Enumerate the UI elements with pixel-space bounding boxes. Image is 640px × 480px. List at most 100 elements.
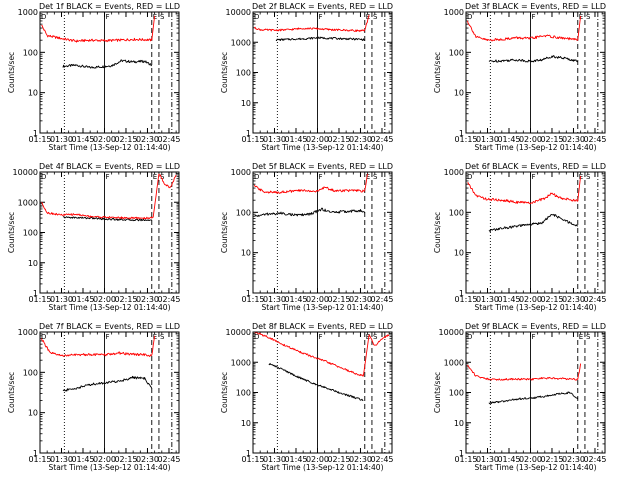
marker-label: S [373, 13, 378, 21]
x-tick-label: 01:15 [241, 135, 264, 144]
y-axis-label: Counts/sec [220, 52, 229, 93]
x-tick-label: 02:30 [349, 135, 372, 144]
marker-label: E [579, 173, 583, 181]
x-tick-label: 01:30 [50, 135, 73, 144]
marker-label: F [318, 333, 322, 341]
x-axis-label: Start Time (13-Sep-12 01:14:40) [262, 463, 384, 472]
y-axis-label: Counts/sec [220, 212, 229, 253]
x-tick-label: 02:15 [114, 455, 137, 464]
y-tick-label: 10 [28, 89, 38, 98]
x-tick-label: 01:30 [263, 455, 286, 464]
x-tick-label: 02:00 [519, 295, 542, 304]
y-tick-label: 10 [241, 419, 251, 428]
marker-label: E [579, 333, 583, 341]
y-tick-label: 1000 [231, 358, 251, 367]
chart-title: Det 8f BLACK = Events, RED = LLD [252, 322, 393, 331]
x-tick-label: 02:45 [583, 135, 606, 144]
chart-panel-2: Det 2f BLACK = Events, RED = LLD 1 10 100 10… [220, 2, 394, 152]
x-tick-label: 01:45 [71, 135, 94, 144]
x-tick-label: 02:00 [93, 455, 116, 464]
y-tick-label: 10 [28, 409, 38, 418]
chart-title: Det 2f BLACK = Events, RED = LLD [252, 2, 393, 11]
x-tick-label: 02:45 [157, 455, 180, 464]
x-tick-label: 02:15 [327, 135, 350, 144]
x-axis-label: Start Time (13-Sep-12 01:14:40) [475, 463, 597, 472]
y-tick-label: 1 [459, 289, 464, 298]
y-axis: 1 10 100 1000 [231, 168, 392, 298]
y-tick-label: 1 [33, 289, 38, 298]
marker-label: D [254, 13, 259, 21]
marker-label: E [366, 173, 370, 181]
x-tick-label: 01:15 [454, 295, 477, 304]
x-tick-label: 01:15 [28, 455, 51, 464]
x-tick-label: 01:30 [476, 455, 499, 464]
chart-panel-6: Det 6f BLACK = Events, RED = LLD 1 10 100 10… [433, 162, 607, 312]
chart-title: Det 3f BLACK = Events, RED = LLD [465, 2, 606, 11]
marker-label: S [373, 173, 378, 181]
marker-label: D [41, 13, 46, 21]
x-tick-label: 01:30 [476, 135, 499, 144]
marker-label: F [105, 13, 109, 21]
plot-frame [252, 331, 393, 454]
y-tick-label: 100 [23, 48, 38, 57]
marker-label: F [105, 173, 109, 181]
marker-label: S [160, 13, 165, 21]
x-axis-label: Start Time (13-Sep-12 01:14:40) [262, 303, 384, 312]
series-line-events [62, 375, 153, 392]
x-tick-label: 01:15 [28, 295, 51, 304]
marker-label: D [254, 173, 259, 181]
x-tick-label: 02:15 [327, 455, 350, 464]
y-tick-label: 100 [449, 208, 464, 217]
y-tick-label: 1 [459, 449, 464, 458]
chart-title: Det 7f BLACK = Events, RED = LLD [39, 322, 180, 331]
x-tick-label: 02:00 [519, 135, 542, 144]
series-line-events [488, 213, 579, 233]
x-tick-label: 01:45 [284, 455, 307, 464]
marker-label: D [254, 333, 259, 341]
chart-panel-1: Det 1f BLACK = Events, RED = LLD 1 10 100 10… [7, 2, 181, 152]
series-line-events [275, 36, 366, 41]
y-tick-label: 1000 [231, 168, 251, 177]
y-tick-label: 10 [454, 89, 464, 98]
y-tick-label: 100 [23, 229, 38, 238]
series-line-events [268, 362, 364, 402]
marker-label: E [153, 333, 157, 341]
y-axis-label: Counts/sec [7, 212, 16, 253]
x-tick-label: 02:45 [157, 295, 180, 304]
y-tick-label: 10 [454, 249, 464, 258]
chart-title: Det 6f BLACK = Events, RED = LLD [465, 162, 606, 171]
series-line-events [62, 216, 153, 222]
x-tick-label: 02:45 [370, 295, 393, 304]
y-tick-label: 1 [33, 449, 38, 458]
chart-panel-8: Det 8f BLACK = Events, RED = LLD 1 10 100 10… [220, 322, 394, 472]
marker-label: S [586, 333, 591, 341]
x-tick-label: 01:45 [284, 295, 307, 304]
x-tick-label: 01:45 [497, 135, 520, 144]
marker-label: S [586, 173, 591, 181]
series-line-lld [41, 173, 177, 220]
marker-label: S [160, 333, 165, 341]
marker-label: E [153, 13, 157, 21]
x-tick-label: 02:00 [306, 135, 329, 144]
x-tick-label: 02:15 [327, 295, 350, 304]
chart-panel-5: Det 5f BLACK = Events, RED = LLD 1 10 100 10… [220, 162, 394, 312]
y-axis: 1 10 100 1000 [18, 8, 179, 138]
y-tick-label: 100 [236, 208, 251, 217]
x-tick-label: 02:30 [136, 295, 159, 304]
x-tick-label: 02:15 [540, 135, 563, 144]
y-tick-label: 10 [28, 259, 38, 268]
series-line-lld [466, 15, 582, 42]
marker-label: E [579, 13, 583, 21]
y-tick-label: 1000 [18, 328, 38, 337]
plot-frame [39, 11, 180, 134]
plot-frame [465, 331, 606, 454]
y-tick-label: 100 [236, 389, 251, 398]
y-tick-label: 10 [241, 99, 251, 108]
marker-label: F [531, 173, 535, 181]
marker-label: S [160, 173, 165, 181]
y-tick-label: 100 [23, 368, 38, 377]
chart-panel-4: Det 4f BLACK = Events, RED = LLD 1 10 100 10… [7, 162, 181, 312]
series-line-lld [467, 363, 582, 381]
y-tick-label: 100 [236, 69, 251, 78]
